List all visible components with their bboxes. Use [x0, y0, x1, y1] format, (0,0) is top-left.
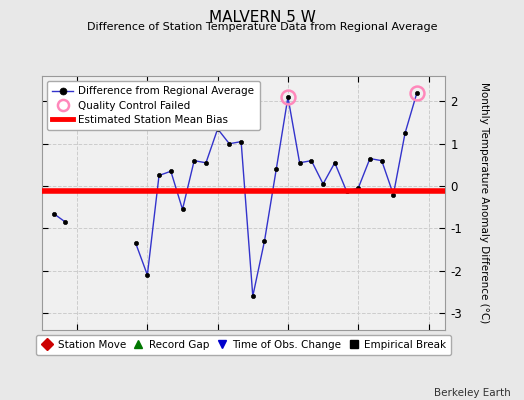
Text: MALVERN 5 W: MALVERN 5 W [209, 10, 315, 25]
Text: Difference of Station Temperature Data from Regional Average: Difference of Station Temperature Data f… [87, 22, 437, 32]
Legend: Difference from Regional Average, Quality Control Failed, Estimated Station Mean: Difference from Regional Average, Qualit… [47, 81, 259, 130]
Y-axis label: Monthly Temperature Anomaly Difference (°C): Monthly Temperature Anomaly Difference (… [479, 82, 489, 324]
Text: Berkeley Earth: Berkeley Earth [434, 388, 511, 398]
Legend: Station Move, Record Gap, Time of Obs. Change, Empirical Break: Station Move, Record Gap, Time of Obs. C… [36, 335, 452, 355]
